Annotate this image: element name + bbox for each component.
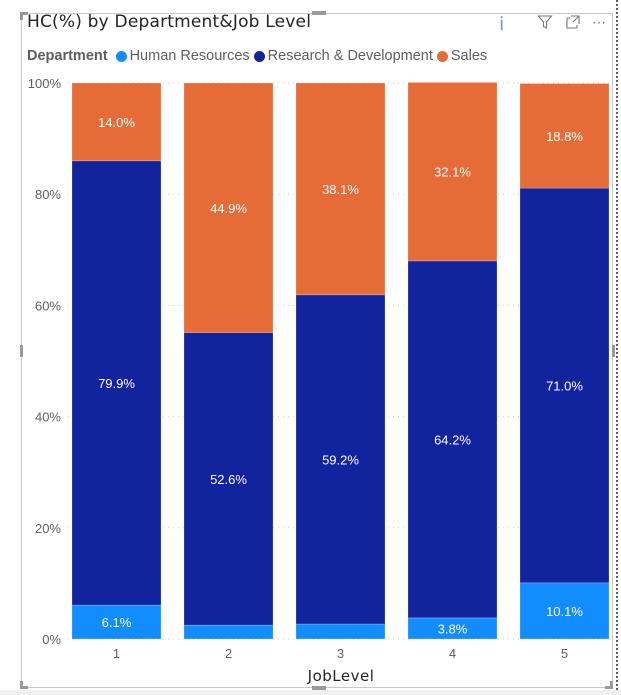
legend: Department Human Resources Research & De… bbox=[27, 48, 491, 64]
legend-dot-sales bbox=[436, 50, 448, 62]
bar-segment-sales-2[interactable] bbox=[183, 82, 274, 333]
resize-handle-right[interactable] bbox=[612, 345, 615, 357]
filter-icon[interactable] bbox=[537, 14, 553, 36]
bar-segment-sales-3[interactable] bbox=[295, 82, 386, 296]
bar-segment-human-resources-5[interactable] bbox=[519, 582, 610, 640]
y-axis: 0% 20% 40% 60% 80% 100% bbox=[28, 76, 62, 647]
focus-mode-icon[interactable] bbox=[565, 14, 581, 36]
x-tick-label: 1 bbox=[113, 646, 120, 661]
data-label: 18.8% bbox=[546, 129, 583, 144]
data-label: 71.0% bbox=[546, 378, 583, 393]
data-label: 38.1% bbox=[322, 182, 359, 197]
bar-segment-research-development-1[interactable] bbox=[71, 160, 162, 606]
x-tick-label: 4 bbox=[449, 646, 456, 661]
y-tick-label: 100% bbox=[28, 76, 62, 91]
x-axis: 1 2 3 4 5 bbox=[113, 646, 568, 661]
bar-segment-human-resources-1[interactable] bbox=[71, 604, 162, 640]
canvas-background bbox=[0, 690, 621, 695]
data-label: 10.1% bbox=[546, 604, 583, 619]
data-label: 52.6% bbox=[210, 472, 247, 487]
y-tick-label: 40% bbox=[35, 410, 61, 425]
y-tick-label: 0% bbox=[42, 632, 61, 647]
legend-dot-human-resources bbox=[115, 50, 127, 62]
legend-label: Human Resources bbox=[129, 48, 250, 64]
data-label: 14.0% bbox=[98, 115, 135, 130]
legend-item-human-resources[interactable]: Human Resources bbox=[115, 48, 250, 64]
resize-handle-bottom[interactable] bbox=[312, 686, 326, 690]
data-label: 3.8% bbox=[438, 621, 468, 636]
bar-segment-research-development-2[interactable] bbox=[183, 332, 274, 626]
data-label: 32.1% bbox=[434, 165, 471, 180]
bar-segment-research-development-3[interactable] bbox=[295, 294, 386, 625]
bar-segment-human-resources-2[interactable] bbox=[183, 624, 274, 640]
y-tick-label: 20% bbox=[35, 521, 61, 536]
data-labels: 6.1% 79.9% 14.0% 52.6% 44.9% 59.2% 38.1% 3.8% 64… bbox=[98, 115, 583, 637]
legend-dot-research-development bbox=[253, 50, 265, 62]
bars bbox=[71, 82, 610, 640]
resize-handle-top-left[interactable] bbox=[20, 12, 28, 15]
x-tick-label: 5 bbox=[561, 646, 568, 661]
resize-handle-bottom-right-v[interactable] bbox=[610, 681, 613, 689]
visual-title: HC(%) by Department&Job Level bbox=[27, 12, 312, 32]
legend-title: Department bbox=[27, 48, 108, 64]
page-boundary bbox=[616, 0, 618, 690]
bar-segment-sales-5[interactable] bbox=[519, 83, 610, 189]
info-icon[interactable]: i bbox=[499, 13, 505, 35]
resize-handle-bottom-left[interactable] bbox=[20, 686, 28, 689]
resize-handle-left[interactable] bbox=[20, 345, 23, 357]
legend-item-research-development[interactable]: Research & Development bbox=[253, 48, 433, 64]
resize-handle-top[interactable] bbox=[312, 11, 326, 15]
bar-segment-sales-1[interactable] bbox=[71, 82, 162, 162]
bar-segment-sales-4[interactable] bbox=[407, 82, 498, 262]
more-options-icon[interactable]: ⋯ bbox=[592, 14, 607, 30]
data-label: 64.2% bbox=[434, 432, 471, 447]
data-label: 44.9% bbox=[210, 201, 247, 216]
resize-handle-bottom-left-v[interactable] bbox=[20, 681, 23, 689]
x-tick-label: 2 bbox=[225, 646, 232, 661]
y-tick-label: 60% bbox=[35, 298, 61, 313]
resize-handle-bottom-right[interactable] bbox=[605, 686, 613, 689]
x-tick-label: 3 bbox=[337, 646, 344, 661]
bar-segment-research-development-4[interactable] bbox=[407, 260, 498, 619]
resize-handle-top-left-v[interactable] bbox=[20, 12, 23, 20]
legend-label: Sales bbox=[450, 48, 488, 64]
legend-label: Research & Development bbox=[267, 48, 433, 64]
bar-segment-human-resources-3[interactable] bbox=[295, 623, 386, 640]
data-label: 79.9% bbox=[98, 376, 135, 391]
legend-item-sales[interactable]: Sales bbox=[436, 48, 488, 64]
x-axis-title: JobLevel bbox=[307, 667, 375, 685]
data-label: 59.2% bbox=[322, 452, 359, 467]
data-label: 6.1% bbox=[102, 615, 132, 630]
y-tick-label: 80% bbox=[35, 187, 61, 202]
bar-segment-research-development-5[interactable] bbox=[519, 187, 610, 584]
